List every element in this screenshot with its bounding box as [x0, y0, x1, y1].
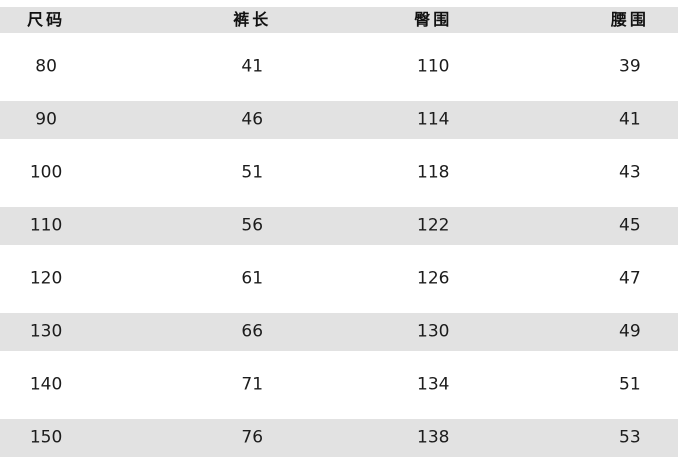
cell-size: 140: [29, 374, 63, 395]
cell-hip: 114: [417, 109, 450, 130]
cell-hip: 122: [417, 215, 450, 236]
table-header-row: 尺码 裤长 臀围 腰围: [0, 7, 678, 33]
cell-waist: 43: [619, 162, 641, 183]
cell-size: 100: [29, 162, 63, 183]
cell-hip: 138: [417, 427, 450, 448]
table-row: 130 66 130 49: [0, 313, 678, 351]
table-row: 100 51 118 43: [0, 139, 678, 207]
table-row: 120 61 126 47: [0, 245, 678, 313]
cell-waist: 41: [619, 109, 641, 130]
cell-pants-length: 71: [241, 374, 264, 395]
cell-size: 130: [29, 321, 63, 342]
cell-pants-length: 51: [241, 162, 264, 183]
cell-hip: 118: [417, 162, 450, 183]
cell-waist: 39: [619, 56, 641, 77]
cell-size: 120: [29, 268, 63, 289]
cell-waist: 45: [619, 215, 641, 236]
cell-waist: 49: [619, 321, 641, 342]
cell-size: 90: [35, 109, 57, 130]
table-row: 140 71 134 51: [0, 351, 678, 419]
table-row: 110 56 122 45: [0, 207, 678, 245]
cell-size: 110: [29, 215, 63, 236]
cell-waist: 53: [619, 427, 641, 448]
column-header-waist: 腰围: [610, 10, 649, 29]
cell-waist: 51: [619, 374, 641, 395]
column-header-pants-length: 裤长: [233, 10, 272, 29]
cell-waist: 47: [619, 268, 641, 289]
cell-hip: 126: [417, 268, 450, 289]
cell-hip: 130: [417, 321, 450, 342]
column-header-hip: 臀围: [414, 10, 453, 29]
table-row: 80 41 110 39: [0, 33, 678, 101]
cell-size: 150: [29, 427, 63, 448]
cell-pants-length: 46: [241, 109, 264, 130]
cell-pants-length: 56: [241, 215, 264, 236]
cell-pants-length: 66: [241, 321, 264, 342]
table-row: 150 76 138 53: [0, 419, 678, 457]
cell-size: 80: [35, 56, 57, 77]
table-row: 90 46 114 41: [0, 101, 678, 139]
cell-pants-length: 61: [241, 268, 264, 289]
column-header-size: 尺码: [27, 10, 66, 29]
cell-pants-length: 76: [241, 427, 264, 448]
cell-hip: 110: [417, 56, 450, 77]
cell-hip: 134: [417, 374, 450, 395]
cell-pants-length: 41: [241, 56, 264, 77]
